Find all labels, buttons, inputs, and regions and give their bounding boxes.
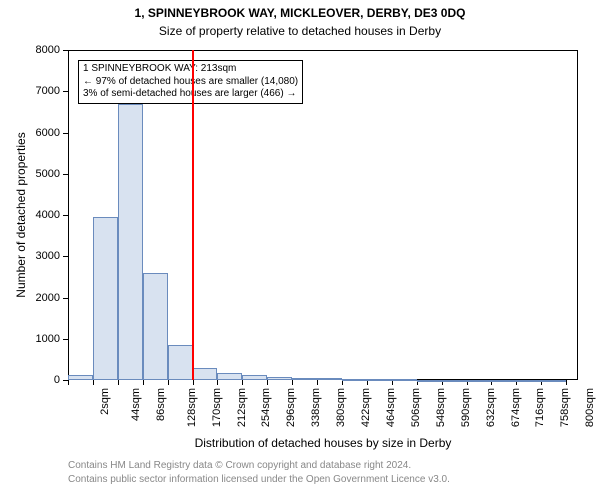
histogram-bar	[118, 104, 143, 380]
annotation-line: 3% of semi-detached houses are larger (4…	[83, 88, 298, 101]
histogram-bar	[217, 373, 242, 380]
x-tick-label: 338sqm	[310, 388, 322, 427]
y-tick	[63, 174, 68, 175]
y-tick-label: 6000	[20, 127, 60, 139]
x-tick-label: 170sqm	[211, 388, 223, 427]
x-tick	[267, 380, 268, 385]
x-tick-label: 128sqm	[186, 388, 198, 427]
histogram-bar	[516, 380, 541, 382]
x-tick	[93, 380, 94, 385]
y-tick	[63, 339, 68, 340]
x-tick-label: 590sqm	[460, 388, 472, 427]
y-tick-label: 1000	[20, 333, 60, 345]
x-tick	[68, 380, 69, 385]
x-tick	[292, 380, 293, 385]
x-tick	[118, 380, 119, 385]
x-tick-label: 506sqm	[410, 388, 422, 427]
y-tick	[63, 298, 68, 299]
histogram-bar	[292, 378, 317, 380]
x-tick-label: 548sqm	[435, 388, 447, 427]
histogram-bar	[342, 379, 367, 381]
y-tick	[63, 256, 68, 257]
histogram-bar	[267, 377, 292, 380]
x-tick-label: 212sqm	[236, 388, 248, 427]
x-tick-label: 758sqm	[559, 388, 571, 427]
chart-subtitle: Size of property relative to detached ho…	[0, 24, 600, 38]
histogram-bar	[442, 380, 467, 382]
y-tick-label: 2000	[20, 292, 60, 304]
annotation-box: 1 SPINNEYBROOK WAY: 213sqm ← 97% of deta…	[78, 60, 303, 104]
y-tick-label: 8000	[20, 44, 60, 56]
x-tick-label: 632sqm	[485, 388, 497, 427]
x-axis-label: Distribution of detached houses by size …	[68, 436, 578, 450]
histogram-bar	[367, 379, 392, 381]
histogram-bar	[392, 379, 417, 381]
x-tick	[242, 380, 243, 385]
y-tick-label: 3000	[20, 250, 60, 262]
footer-attribution: Contains HM Land Registry data © Crown c…	[68, 460, 411, 471]
histogram-bar	[68, 375, 93, 380]
x-tick	[217, 380, 218, 385]
x-tick-label: 800sqm	[584, 388, 596, 427]
histogram-bar	[143, 273, 168, 380]
histogram-bar	[417, 380, 442, 382]
x-tick-label: 464sqm	[385, 388, 397, 427]
histogram-bar	[491, 380, 516, 382]
y-tick-label: 0	[20, 374, 60, 386]
histogram-bar	[193, 368, 218, 380]
footer-attribution: Contains public sector information licen…	[68, 474, 450, 485]
histogram-bar	[541, 380, 566, 382]
x-tick-label: 2sqm	[99, 388, 111, 415]
x-tick	[168, 380, 169, 385]
y-tick	[63, 133, 68, 134]
x-tick-label: 86sqm	[155, 388, 167, 421]
x-tick-label: 254sqm	[261, 388, 273, 427]
x-tick-label: 716sqm	[535, 388, 547, 427]
x-tick	[566, 380, 567, 385]
histogram-bar	[93, 217, 118, 380]
x-tick	[193, 380, 194, 385]
y-tick-label: 7000	[20, 85, 60, 97]
x-tick-label: 674sqm	[510, 388, 522, 427]
x-tick-label: 296sqm	[285, 388, 297, 427]
y-tick-label: 5000	[20, 168, 60, 180]
y-tick	[63, 50, 68, 51]
reference-line	[192, 50, 194, 380]
chart-title: 1, SPINNEYBROOK WAY, MICKLEOVER, DERBY, …	[0, 6, 600, 20]
y-tick-label: 4000	[20, 209, 60, 221]
annotation-line: ← 97% of detached houses are smaller (14…	[83, 76, 298, 89]
histogram-bar	[317, 378, 342, 380]
annotation-line: 1 SPINNEYBROOK WAY: 213sqm	[83, 63, 298, 76]
x-tick	[342, 380, 343, 385]
histogram-bar	[467, 380, 492, 382]
histogram-bar	[242, 375, 267, 380]
x-tick	[143, 380, 144, 385]
x-tick-label: 44sqm	[130, 388, 142, 421]
y-tick	[63, 215, 68, 216]
histogram-bar	[168, 345, 193, 380]
x-tick-label: 422sqm	[360, 388, 372, 427]
x-tick	[317, 380, 318, 385]
x-tick-label: 380sqm	[335, 388, 347, 427]
y-tick	[63, 91, 68, 92]
